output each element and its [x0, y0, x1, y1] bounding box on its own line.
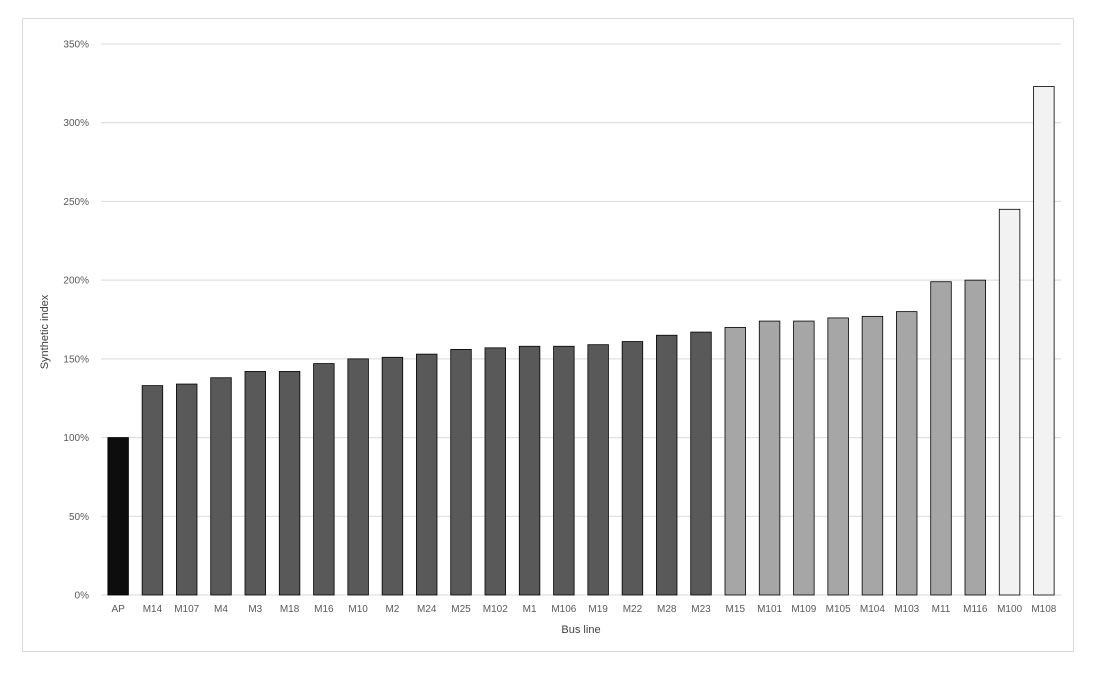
x-tick-label: M105	[826, 604, 851, 615]
x-tick-label: M100	[997, 604, 1022, 615]
x-tick-label: M104	[860, 604, 885, 615]
x-tick-label: M25	[451, 604, 471, 615]
bar-m19	[587, 344, 609, 596]
bar-m11	[930, 281, 952, 596]
bar-m15	[724, 326, 746, 596]
x-axis-title: Bus line	[561, 624, 600, 636]
x-tick-label: M3	[248, 604, 262, 615]
bar-m14	[141, 385, 164, 596]
bar-m18	[278, 371, 301, 596]
x-tick-label: M1	[523, 604, 537, 615]
bar-m103	[896, 311, 918, 596]
y-tick-label: 150%	[63, 354, 89, 365]
y-axis-ticks: 0% 50% 100% 150% 200% 250% 300% 350%	[63, 40, 89, 602]
bar-m23	[690, 331, 712, 596]
bar-m101	[758, 320, 781, 596]
x-tick-label: M28	[657, 604, 677, 615]
y-tick-label: 350%	[63, 40, 89, 51]
x-tick-label: M19	[588, 604, 608, 615]
x-tick-label: M106	[551, 604, 576, 615]
bar-m2	[381, 356, 404, 596]
x-tick-label: M4	[214, 604, 228, 615]
bar-m102	[484, 347, 506, 596]
y-tick-label: 100%	[63, 433, 89, 444]
bar-m25	[450, 349, 472, 596]
x-axis-ticks: AP M14 M107 M4 M3 M18 M16 M10 M2 M24 M25 M102 M1 M106…	[111, 604, 1056, 615]
bar-m116	[964, 279, 986, 596]
bar-ap	[107, 437, 129, 596]
bar-m109	[793, 320, 815, 596]
bar-chart: 0% 50% 100% 150% 200% 250% 300% 350% AP M14 M107 M…	[39, 40, 1061, 636]
x-tick-label: M15	[726, 604, 746, 615]
bar-m106	[553, 345, 575, 596]
x-tick-label: M103	[894, 604, 919, 615]
bar-m100	[998, 208, 1021, 596]
y-axis-title: Synthetic index	[39, 294, 51, 369]
x-tick-label: M101	[757, 604, 782, 615]
x-tick-label: M107	[174, 604, 199, 615]
chart-frame: 0% 50% 100% 150% 200% 250% 300% 350% AP M14 M107 M…	[22, 18, 1074, 652]
bar-m16	[313, 363, 335, 596]
x-tick-label: M23	[691, 604, 711, 615]
y-tick-label: 50%	[69, 512, 89, 523]
y-tick-label: 200%	[63, 276, 89, 287]
bar-m24	[416, 353, 438, 596]
bar-m107	[176, 383, 198, 596]
x-tick-label: M108	[1031, 604, 1056, 615]
x-tick-label: M14	[143, 604, 163, 615]
x-tick-label: M10	[348, 604, 368, 615]
bar-m1	[518, 345, 541, 596]
x-tick-label: M2	[385, 604, 399, 615]
bar-m3	[244, 371, 266, 596]
x-tick-label: AP	[111, 604, 125, 615]
y-tick-label: 250%	[63, 197, 89, 208]
bar-m104	[861, 315, 884, 596]
x-tick-label: M11	[932, 604, 951, 615]
y-tick-label: 0%	[75, 591, 90, 602]
x-tick-label: M22	[623, 604, 643, 615]
x-tick-label: M116	[963, 604, 988, 615]
bars	[107, 86, 1055, 596]
x-tick-label: M16	[314, 604, 334, 615]
bar-m4	[210, 377, 232, 596]
bar-m28	[656, 334, 678, 596]
x-tick-label: M18	[280, 604, 300, 615]
bar-m10	[347, 358, 369, 596]
bar-m105	[827, 317, 849, 596]
x-tick-label: M102	[483, 604, 508, 615]
x-tick-label: M109	[791, 604, 816, 615]
bar-m22	[621, 341, 644, 596]
x-tick-label: M24	[417, 604, 437, 615]
y-tick-label: 300%	[63, 118, 89, 129]
bar-m108	[1033, 86, 1055, 596]
